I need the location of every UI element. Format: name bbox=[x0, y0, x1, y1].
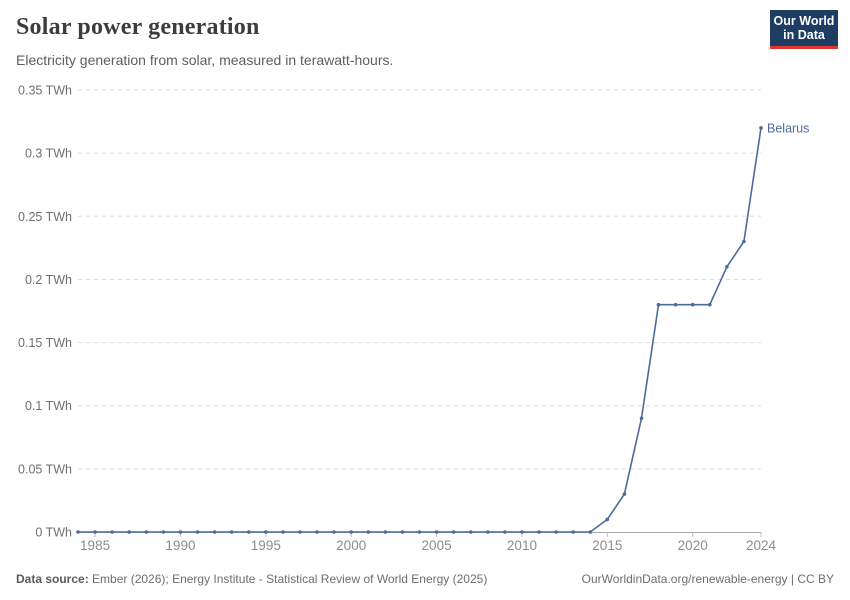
data-point[interactable] bbox=[588, 530, 593, 534]
data-point[interactable] bbox=[144, 530, 149, 534]
data-point[interactable] bbox=[76, 530, 80, 534]
data-point[interactable] bbox=[417, 530, 422, 534]
data-point[interactable] bbox=[725, 265, 729, 269]
data-point[interactable] bbox=[212, 530, 217, 534]
data-point[interactable] bbox=[264, 530, 268, 534]
data-source: Data source: Ember (2026); Energy Instit… bbox=[16, 572, 487, 586]
data-source-label: Data source: bbox=[16, 572, 89, 586]
x-axis-label: 2024 bbox=[746, 538, 777, 553]
data-point[interactable] bbox=[537, 530, 541, 534]
data-point[interactable] bbox=[93, 530, 97, 534]
data-point[interactable] bbox=[554, 530, 558, 534]
y-axis-label: 0.15 TWh bbox=[18, 336, 72, 350]
data-point[interactable] bbox=[178, 530, 183, 534]
data-point[interactable] bbox=[520, 530, 524, 534]
data-point[interactable] bbox=[110, 530, 114, 534]
data-point[interactable] bbox=[673, 302, 678, 307]
x-axis-label: 2000 bbox=[336, 538, 366, 553]
y-axis-label: 0 TWh bbox=[35, 526, 72, 540]
data-point[interactable] bbox=[383, 530, 388, 534]
data-point[interactable] bbox=[366, 530, 371, 534]
x-axis-label: 2010 bbox=[507, 538, 537, 553]
data-point[interactable] bbox=[434, 530, 439, 534]
chart-subtitle: Electricity generation from solar, measu… bbox=[16, 52, 394, 68]
chart-title: Solar power generation bbox=[16, 14, 260, 40]
data-point[interactable] bbox=[486, 530, 490, 534]
x-axis-label: 2005 bbox=[422, 538, 452, 553]
chart-footer: Data source: Ember (2026); Energy Instit… bbox=[16, 572, 834, 586]
owid-logo: Our World in Data bbox=[770, 10, 838, 49]
y-axis-label: 0.05 TWh bbox=[18, 462, 72, 476]
data-point[interactable] bbox=[639, 416, 644, 421]
data-point[interactable] bbox=[656, 302, 661, 307]
data-point[interactable] bbox=[161, 530, 166, 534]
x-axis-label: 2015 bbox=[592, 538, 622, 553]
data-point[interactable] bbox=[400, 530, 405, 534]
x-axis-label: 1990 bbox=[165, 538, 195, 553]
data-point[interactable] bbox=[332, 530, 336, 534]
data-point[interactable] bbox=[315, 530, 319, 534]
data-point[interactable] bbox=[247, 530, 251, 534]
y-axis-label: 0.2 TWh bbox=[25, 273, 72, 287]
series-line-belarus[interactable] bbox=[78, 127, 762, 533]
data-point[interactable] bbox=[622, 492, 627, 496]
data-point[interactable] bbox=[759, 126, 763, 130]
y-axis-label: 0.25 TWh bbox=[18, 210, 72, 224]
data-point[interactable] bbox=[690, 302, 695, 307]
credit-link: OurWorldinData.org/renewable-energy | CC… bbox=[581, 572, 834, 586]
x-axis-label: 2020 bbox=[678, 538, 708, 553]
series-label[interactable]: Belarus bbox=[767, 121, 809, 135]
owid-logo-line2: in Data bbox=[783, 28, 825, 42]
data-point[interactable] bbox=[503, 530, 507, 534]
data-point[interactable] bbox=[571, 530, 575, 534]
data-point[interactable] bbox=[195, 530, 200, 534]
data-point[interactable] bbox=[605, 517, 610, 522]
data-point[interactable] bbox=[298, 530, 302, 534]
x-axis-label: 1985 bbox=[80, 538, 110, 553]
data-point[interactable] bbox=[708, 302, 712, 307]
x-axis-label: 1995 bbox=[251, 538, 281, 553]
data-point[interactable] bbox=[281, 530, 285, 534]
data-point[interactable] bbox=[451, 530, 456, 534]
data-point[interactable] bbox=[742, 239, 746, 244]
y-axis-label: 0.35 TWh bbox=[18, 84, 72, 98]
y-axis-label: 0.1 TWh bbox=[25, 399, 72, 413]
data-point[interactable] bbox=[468, 530, 473, 534]
owid-logo-line1: Our World bbox=[773, 13, 835, 28]
data-source-text: Ember (2026); Energy Institute - Statist… bbox=[88, 572, 488, 586]
data-point[interactable] bbox=[127, 530, 131, 534]
y-axis-label: 0.3 TWh bbox=[25, 147, 72, 161]
data-point[interactable] bbox=[229, 530, 234, 534]
data-point[interactable] bbox=[349, 530, 354, 534]
